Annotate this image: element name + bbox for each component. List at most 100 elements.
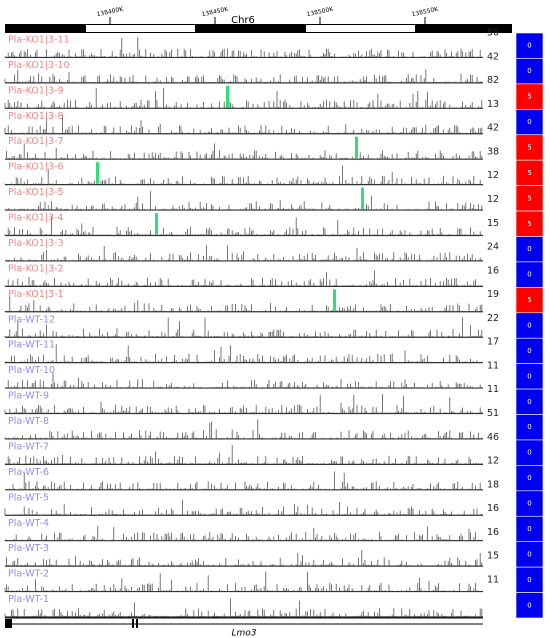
track-label: Pla-WT-12 xyxy=(8,314,55,325)
count-cell xyxy=(515,439,544,466)
signal-texture xyxy=(4,215,483,236)
count-label: 0 xyxy=(527,67,531,75)
track: Pla-KO1|3-1 xyxy=(4,289,483,313)
count-label: 0 xyxy=(527,525,531,533)
count-label: 0 xyxy=(527,372,531,380)
track-label: Pla-KO1|3-10 xyxy=(8,60,70,71)
scale-label: 11 xyxy=(487,360,499,371)
track-label: Pla-KO1|3-7 xyxy=(8,136,64,147)
count-label: 0 xyxy=(527,423,531,431)
track-label: Pla-WT-11 xyxy=(8,340,55,351)
track: Pla-KO1|3-6 xyxy=(4,162,483,186)
signal-texture xyxy=(4,373,483,389)
scale-label: 42 xyxy=(487,123,499,134)
track: Pla-WT-10 xyxy=(4,365,483,389)
signal-texture xyxy=(4,143,483,160)
signal-texture xyxy=(4,525,483,541)
count-label: 0 xyxy=(527,474,531,482)
exon xyxy=(5,619,12,628)
count-cell xyxy=(515,287,544,314)
track-label: Pla-WT-8 xyxy=(8,416,49,427)
track-label: Pla-WT-7 xyxy=(8,441,49,452)
track-label: Pla-KO1|3-1 xyxy=(8,289,64,300)
track: Pla-WT-9 xyxy=(4,391,483,415)
track-label: Pla-WT-6 xyxy=(8,467,49,478)
count-label: 0 xyxy=(527,449,531,457)
signal-texture xyxy=(4,344,483,363)
scale-label: 38 xyxy=(487,146,499,157)
signal-texture xyxy=(4,598,483,617)
count-cell xyxy=(515,134,544,161)
count-label: 0 xyxy=(527,601,531,609)
scale-label: 13 xyxy=(487,99,499,110)
count-cell xyxy=(515,490,544,517)
count-label: 0 xyxy=(527,118,531,126)
count-label: 0 xyxy=(527,322,531,330)
count-cell xyxy=(515,337,544,364)
scale-label: 16 xyxy=(487,503,499,514)
signal-texture xyxy=(4,88,483,109)
signal-texture xyxy=(4,471,483,490)
count-label: 0 xyxy=(527,245,531,253)
signal-texture xyxy=(4,165,483,185)
coordinate-label: 138550K xyxy=(411,6,440,19)
scale-label: 12 xyxy=(487,194,499,205)
ideogram-band xyxy=(306,25,415,32)
signal-texture xyxy=(4,270,483,287)
coordinate-label: 138450K xyxy=(201,6,230,19)
highlight xyxy=(361,187,364,210)
signal-texture xyxy=(4,394,483,414)
scale-label: 42 xyxy=(487,51,499,62)
count-label: 5 xyxy=(527,194,531,202)
count-cell xyxy=(515,210,544,237)
track-label: Pla-KO1|3-6 xyxy=(8,162,64,173)
count-cell xyxy=(515,261,544,288)
scale-label: 15 xyxy=(487,218,499,229)
scale-label: 16 xyxy=(487,527,499,538)
count-cell xyxy=(515,185,544,212)
scale-label: 12 xyxy=(487,456,499,467)
track: Pla-WT-8 xyxy=(4,416,483,440)
track: Pla-WT-12 xyxy=(4,314,483,338)
track: Pla-WT-2 xyxy=(4,569,483,593)
track: Pla-WT-1 xyxy=(4,594,483,618)
track-label: Pla-WT-4 xyxy=(8,518,49,529)
track-label: Pla-WT-10 xyxy=(8,365,55,376)
scale-label: 11 xyxy=(487,575,499,586)
highlight xyxy=(333,289,336,311)
signal-texture xyxy=(4,69,483,83)
exon xyxy=(136,619,138,628)
track: Pla-WT-4 xyxy=(4,518,483,542)
exon xyxy=(132,619,134,628)
signal-texture xyxy=(4,499,483,516)
track: Pla-WT-5 xyxy=(4,492,483,516)
track: Pla-KO1|3-11 xyxy=(4,35,483,59)
count-cell xyxy=(515,515,544,542)
track: Pla-WT-7 xyxy=(4,441,483,465)
track-label: Pla-KO1|3-5 xyxy=(8,187,64,198)
ideogram-band xyxy=(5,24,512,33)
scale-label: 15 xyxy=(487,551,499,562)
track-label: Pla-WT-5 xyxy=(8,492,49,503)
track-label: Pla-WT-9 xyxy=(8,391,49,402)
scale-label: 46 xyxy=(487,432,499,443)
ideogram-band xyxy=(86,25,195,32)
track: Pla-KO1|3-8 xyxy=(4,111,483,135)
count-label: 5 xyxy=(527,143,531,151)
track: Pla-WT-3 xyxy=(4,543,483,567)
track: Pla-KO1|3-7 xyxy=(4,136,483,160)
signal-texture xyxy=(4,296,483,312)
scale-label: 11 xyxy=(487,384,499,395)
track: Pla-WT-6 xyxy=(4,467,483,491)
signal-texture xyxy=(4,419,483,439)
count-cell xyxy=(515,388,544,415)
count-label: 0 xyxy=(527,550,531,558)
count-cell xyxy=(515,109,544,136)
count-label: 0 xyxy=(527,42,531,50)
count-label: 0 xyxy=(527,347,531,355)
count-label: 5 xyxy=(527,296,531,304)
highlight xyxy=(96,162,99,184)
signal-texture xyxy=(4,445,483,465)
count-label: 5 xyxy=(527,169,531,177)
track: Pla-KO1|3-3 xyxy=(4,238,483,262)
